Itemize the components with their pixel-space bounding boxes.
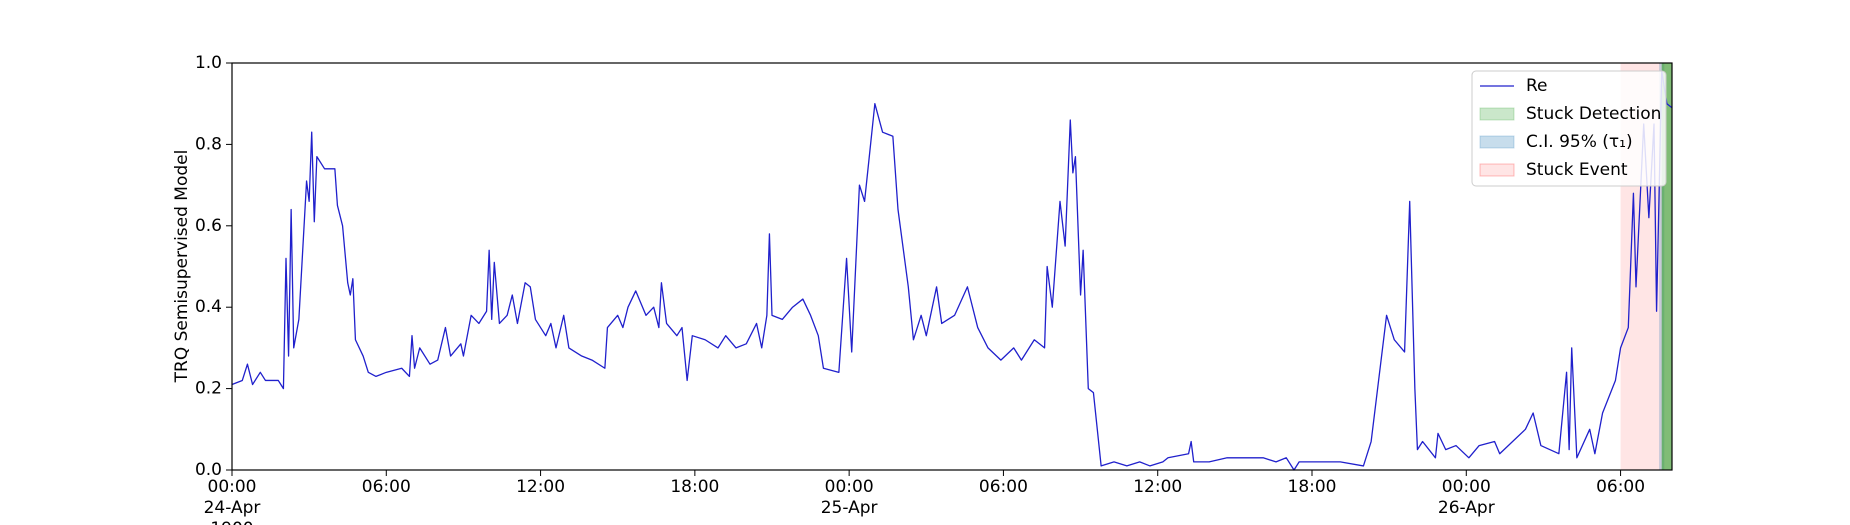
y-tick-label: 0.8 [195,134,222,154]
data-line [231,70,1673,471]
y-tick-label: 0.0 [195,460,222,480]
legend-patch [1479,163,1515,177]
x-tick-label: 06:00 [362,477,411,497]
shaded-region [1661,63,1672,470]
axes-frame [231,62,1673,471]
x-tick-label: 00:00 26-Apr [1438,477,1495,518]
legend-label: Stuck Event [1526,160,1628,180]
legend-label: Re [1526,76,1548,96]
y-tick-label: 0.6 [195,216,222,236]
legend-patch [1479,107,1515,121]
legend-patch [1479,135,1515,149]
y-tick-label: 0.2 [195,379,222,399]
x-tick-label: 12:00 [516,477,565,497]
legend-label: Stuck Detection [1526,104,1661,124]
x-tick-label: 00:00 25-Apr [821,477,878,518]
x-tick-label: 12:00 [1133,477,1182,497]
y-tick-label: 1.0 [195,53,222,73]
legend-label: C.I. 95% (τ₁) [1526,132,1633,152]
x-tick-label: 06:00 [979,477,1028,497]
y-axis-label: TRQ Semisupervised Model [172,150,192,384]
y-tick-label: 0.4 [195,297,222,317]
x-tick-label: 06:00 [1596,477,1645,497]
x-tick-label: 18:00 [1288,477,1337,497]
legend-box [1471,70,1667,187]
x-tick-label: 18:00 [670,477,719,497]
